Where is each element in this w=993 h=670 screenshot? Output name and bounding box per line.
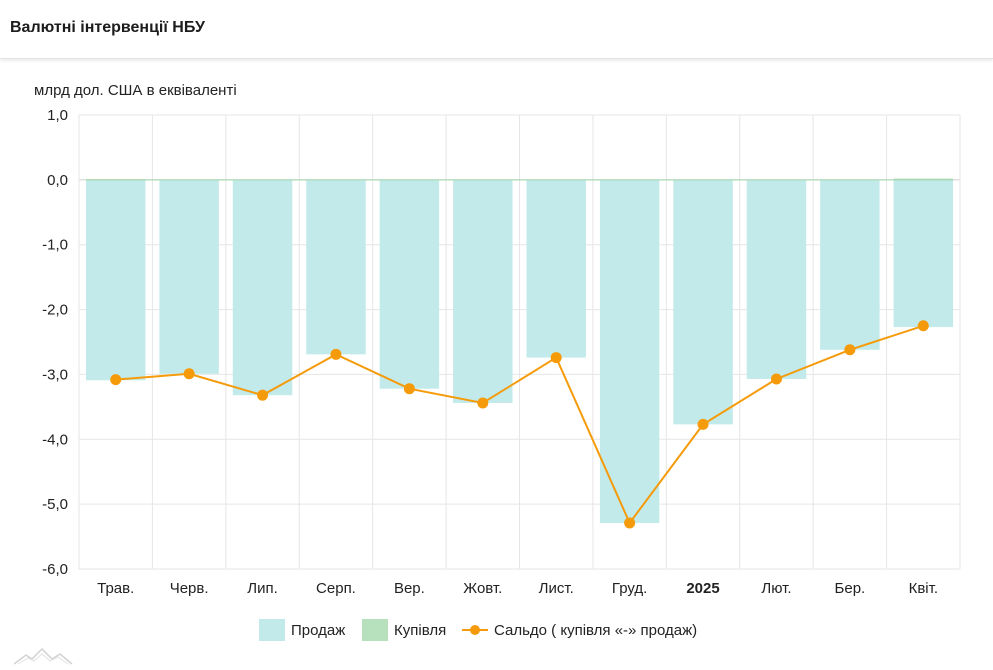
x-tick-label: Жовт. [463,580,502,597]
balance-point[interactable] [917,320,929,332]
balance-point[interactable] [770,373,782,385]
bar-sales[interactable] [306,179,366,355]
bar-purchases[interactable] [893,178,954,180]
y-tick-label: -4,0 [42,431,68,448]
legend-item-sales[interactable]: Продаж [259,617,345,643]
header: Валютні інтервенції НБУ [0,0,993,59]
bar-sales[interactable] [599,179,660,523]
y-axis-unit-label: млрд дол. США в еквіваленті [34,82,237,99]
bar-sales[interactable] [746,179,807,379]
bar-sales[interactable] [85,179,146,381]
bar-sales[interactable] [232,179,293,396]
balance-point[interactable] [697,418,709,430]
balance-point[interactable] [183,368,195,380]
bar-sales[interactable] [379,179,440,389]
balance-point[interactable] [110,374,122,386]
balance-line [115,324,924,525]
bar-sales[interactable] [673,179,733,425]
balance-point[interactable] [403,383,415,395]
x-tick-label: Серп. [316,580,356,597]
chart-bars [85,178,954,523]
y-tick-label: -5,0 [42,496,68,513]
y-tick-label: -6,0 [42,561,68,578]
x-tick-label: Лист. [539,580,574,597]
legend-swatch-sales [259,619,285,641]
y-tick-label: -1,0 [42,237,68,254]
y-tick-label: 1,0 [47,107,68,124]
x-tick-label: Вер. [394,580,425,597]
y-axis-ticks: 1,0 0,0 -1,0 -2,0 -3,0 -4,0 -5,0 -6,0 [42,107,68,578]
y-tick-label: -3,0 [42,366,68,383]
x-axis-ticks: Трав. Черв. Лип. Серп. Вер. Жовт. Лист. Груд. 20… [97,580,938,597]
x-tick-label: Трав. [97,580,134,597]
x-tick-label: Квіт. [909,580,938,597]
legend-item-purchases[interactable]: Купівля [362,617,446,643]
chart-legend: Продаж Купівля Сальдо ( купівля «-» прод… [0,617,993,643]
bar-sales[interactable] [893,179,954,328]
y-tick-label: 0,0 [47,172,68,189]
x-tick-label: Груд. [612,580,647,597]
balance-point[interactable] [257,389,269,401]
y-tick-label: -2,0 [42,302,68,319]
x-tick-label: 2025 [686,580,719,597]
legend-item-balance[interactable]: Сальдо ( купівля «-» продаж) [462,617,697,643]
legend-label-sales: Продаж [291,621,346,639]
bar-sales[interactable] [453,179,513,403]
bar-sales[interactable] [159,179,219,374]
legend-swatch-purchases [362,619,388,641]
mountain-logo-icon [14,647,73,665]
x-tick-label: Бер. [835,580,866,597]
chart-grid [78,114,961,570]
x-tick-label: Лип. [247,580,278,597]
balance-point[interactable] [550,352,562,364]
balance-point[interactable] [330,348,342,360]
page-title: Валютні інтервенції НБУ [10,19,205,36]
x-tick-label: Лют. [761,580,791,597]
bar-sales[interactable] [820,179,880,350]
chart-balance-line [110,320,929,529]
x-tick-label: Черв. [170,580,209,597]
legend-label-balance: Сальдо ( купівля «-» продаж) [494,621,698,639]
bar-sales[interactable] [526,179,586,358]
legend-label-purchases: Купівля [394,621,447,639]
legend-swatch-balance [462,625,488,635]
balance-point[interactable] [624,517,636,529]
balance-point[interactable] [477,397,489,409]
balance-point[interactable] [844,344,856,356]
